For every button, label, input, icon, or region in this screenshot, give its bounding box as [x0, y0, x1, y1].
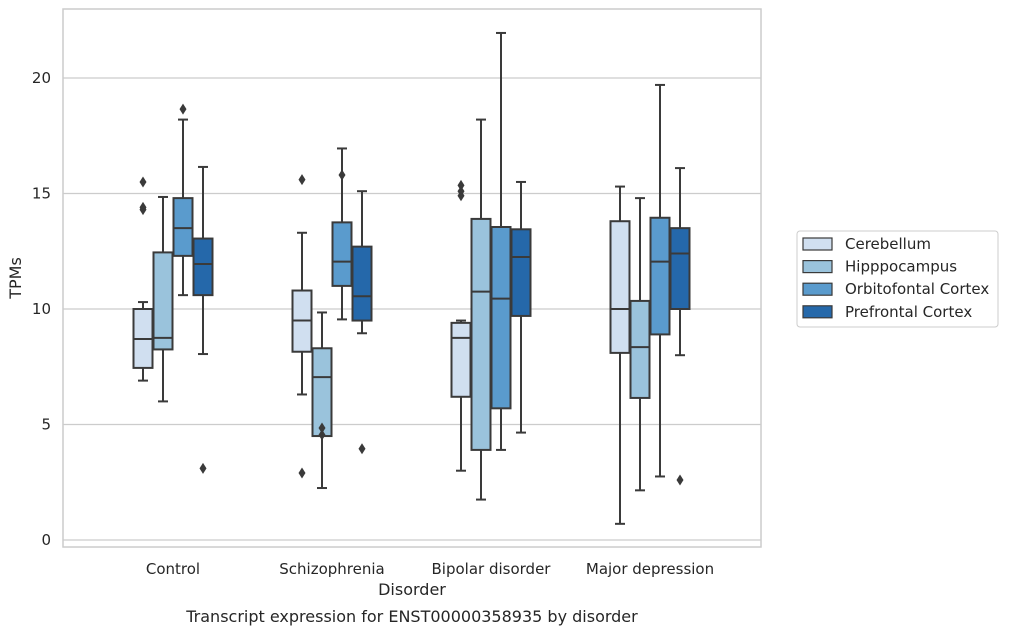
box-group	[311, 311, 333, 490]
y-tick-label: 10	[32, 300, 51, 318]
box-group	[649, 83, 671, 478]
y-tick-label: 5	[41, 416, 51, 434]
outlier-point	[457, 179, 465, 191]
box-group	[331, 147, 353, 321]
box-group	[669, 167, 691, 486]
legend-frame	[796, 230, 999, 328]
box-iqr	[490, 225, 512, 410]
y-tick-label: 0	[41, 531, 51, 549]
box-iqr	[470, 217, 492, 451]
box-group	[152, 195, 174, 403]
outlier-point	[298, 467, 306, 479]
y-tick-label: 15	[32, 185, 51, 203]
plot-area	[62, 8, 762, 548]
x-axis-label: Disorder	[378, 580, 446, 599]
legend-swatch	[802, 237, 833, 251]
box-group	[132, 176, 154, 382]
outlier-point	[199, 462, 207, 474]
box-iqr	[609, 220, 631, 354]
legend-swatch	[802, 305, 833, 319]
x-tick-label: Major depression	[586, 560, 714, 578]
x-tick-label: Control	[146, 560, 200, 578]
box-iqr	[649, 216, 671, 336]
box-iqr	[450, 321, 472, 398]
box-group	[192, 165, 214, 474]
box-iqr	[152, 251, 174, 351]
box-group	[351, 190, 373, 455]
box-iqr	[192, 237, 214, 297]
box-group	[609, 185, 631, 525]
grid-lines	[63, 77, 761, 541]
box-group	[629, 197, 651, 492]
outlier-point	[139, 176, 147, 188]
outlier-point	[139, 201, 147, 213]
legend-label: Prefrontal Cortex	[845, 303, 972, 321]
box-iqr	[351, 245, 373, 322]
box-group	[172, 103, 194, 297]
x-axis-ticks: Control Schizophrenia Bipolar disorder Majo…	[146, 560, 714, 578]
y-axis-label: TPMs	[6, 257, 25, 300]
outlier-point	[298, 174, 306, 186]
outlier-point	[457, 185, 465, 197]
box-iqr	[629, 299, 651, 399]
box-group	[291, 174, 313, 479]
outlier-point	[179, 103, 187, 115]
box-group	[510, 180, 532, 434]
box-iqr	[669, 227, 691, 310]
legend: Cerebellum Hipppocampus Orbitofontal Corte…	[796, 230, 999, 328]
box-iqr	[510, 228, 532, 317]
box-group	[490, 31, 512, 451]
chart-caption: Transcript expression for ENST0000035893…	[185, 607, 638, 626]
box-groups	[132, 31, 691, 525]
x-tick-label: Schizophrenia	[279, 560, 384, 578]
outlier-point	[338, 169, 346, 181]
legend-label: Hipppocampus	[845, 258, 957, 276]
outlier-point	[318, 422, 326, 434]
outlier-point	[318, 429, 326, 441]
legend-label: Orbitofontal Cortex	[845, 280, 989, 298]
legend-label: Cerebellum	[845, 235, 931, 253]
y-axis-ticks: 0 5 10 15 20	[32, 69, 51, 549]
outlier-point	[358, 443, 366, 455]
box-iqr	[331, 221, 353, 287]
outlier-point	[676, 474, 684, 486]
legend-swatch	[802, 282, 833, 296]
x-tick-label: Bipolar disorder	[432, 560, 552, 578]
y-tick-label: 20	[32, 69, 51, 87]
box-iqr	[172, 197, 194, 257]
legend-swatch	[802, 260, 833, 274]
